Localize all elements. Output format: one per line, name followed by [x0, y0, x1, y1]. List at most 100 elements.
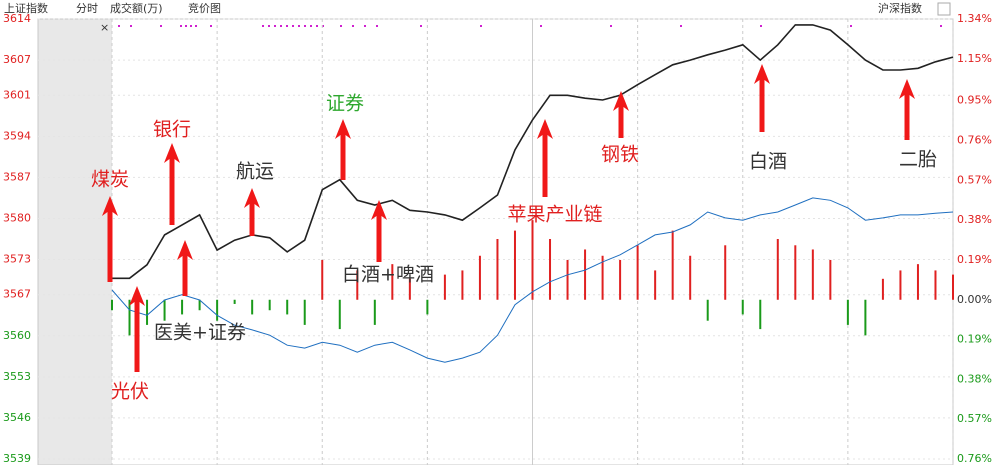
y-tick-label: 3587: [3, 170, 31, 183]
marker-dot: [760, 25, 762, 27]
marker-dot: [680, 25, 682, 27]
marker-dot: [210, 25, 212, 27]
y-tick-label: 3567: [3, 288, 31, 301]
marker-dot: [322, 25, 324, 27]
bar: [216, 299, 219, 321]
tab[interactable]: 竞价图: [188, 1, 221, 15]
bar: [198, 299, 201, 311]
marker-dot: [130, 25, 132, 27]
arrow: [177, 240, 193, 296]
tab[interactable]: 成交额(万): [110, 1, 163, 15]
arrow: [129, 286, 145, 372]
bar: [303, 299, 306, 325]
bar: [934, 270, 937, 300]
bar: [426, 299, 429, 315]
bar: [338, 299, 341, 330]
marker-dot: [180, 25, 182, 27]
bar: [321, 259, 324, 300]
marker-dot: [118, 25, 120, 27]
marker-dot: [286, 25, 288, 27]
marker-dot: [540, 25, 542, 27]
selector-button[interactable]: [937, 2, 951, 16]
y2-tick-label: 0.57%: [957, 412, 992, 425]
bar: [741, 299, 744, 315]
bar: [829, 259, 832, 300]
marker-dot: [480, 25, 482, 27]
bar: [846, 299, 849, 325]
marker-dot: [610, 25, 612, 27]
bar: [706, 299, 709, 321]
marker-dot: [190, 25, 192, 27]
y-tick-label: 3553: [3, 370, 31, 383]
bar: [408, 278, 411, 300]
y-tick-label: 3580: [3, 211, 31, 224]
y-tick-label: 3607: [3, 53, 31, 66]
bar: [181, 299, 184, 315]
arrow: [754, 64, 770, 132]
bar: [759, 299, 762, 330]
bar: [776, 239, 779, 300]
marker-dot: [304, 25, 306, 27]
arrow: [537, 119, 553, 197]
line: [111, 197, 954, 363]
bar: [654, 270, 657, 300]
marker-dot: [850, 25, 852, 27]
bar: [864, 299, 867, 336]
y2-tick-label: 0.38%: [957, 372, 992, 385]
y-tick-label: 3614: [3, 12, 31, 25]
marker-dot: [298, 25, 300, 27]
bar: [286, 299, 289, 315]
arrow: [335, 119, 351, 180]
bar: [233, 299, 236, 304]
y2-tick-label: 0.76%: [957, 452, 992, 465]
y2-tick-label: 0.57%: [957, 173, 992, 186]
annotation: 苹果产业链: [507, 204, 602, 226]
index-selector[interactable]: 沪深指数: [878, 1, 922, 15]
bar: [566, 259, 569, 300]
bar: [671, 230, 674, 300]
y-tick-label: 3601: [3, 88, 31, 101]
marker-dot: [352, 25, 354, 27]
marker-dot: [316, 25, 318, 27]
marker-dot: [262, 25, 264, 27]
y2-tick-label: 0.38%: [957, 213, 992, 226]
y-tick-label: 3546: [3, 411, 31, 424]
arrow: [899, 79, 915, 140]
marker-dot: [420, 25, 422, 27]
bar: [513, 230, 516, 300]
bar: [461, 270, 464, 300]
arrow: [244, 188, 260, 236]
bar: [391, 264, 394, 300]
bar: [881, 278, 884, 300]
bar: [952, 274, 954, 300]
annotation: 银行: [153, 119, 191, 141]
bar: [549, 239, 552, 300]
bar: [724, 245, 727, 300]
annotation: 二胎: [899, 149, 937, 171]
bar: [478, 255, 481, 300]
marker-dot: [195, 25, 197, 27]
tab[interactable]: 分时: [76, 2, 98, 15]
arrow: [613, 91, 629, 138]
y2-tick-label: 1.15%: [957, 52, 992, 65]
marker-dot: [268, 25, 270, 27]
bar: [619, 259, 622, 300]
arrow: [371, 200, 387, 262]
auction-area: [38, 19, 112, 465]
bar: [443, 274, 446, 300]
bar: [794, 245, 797, 300]
y2-tick-label: 0.95%: [957, 94, 992, 107]
bar: [268, 299, 271, 311]
bar: [899, 270, 902, 300]
bar: [128, 299, 131, 336]
marker-dot: [280, 25, 282, 27]
y2-tick-label: 0.76%: [957, 134, 992, 147]
bar: [916, 264, 919, 300]
bar: [163, 299, 166, 321]
close-icon[interactable]: ×: [100, 21, 109, 34]
y-tick-label: 3594: [3, 129, 31, 142]
bar: [146, 299, 149, 325]
marker-dot: [340, 25, 342, 27]
